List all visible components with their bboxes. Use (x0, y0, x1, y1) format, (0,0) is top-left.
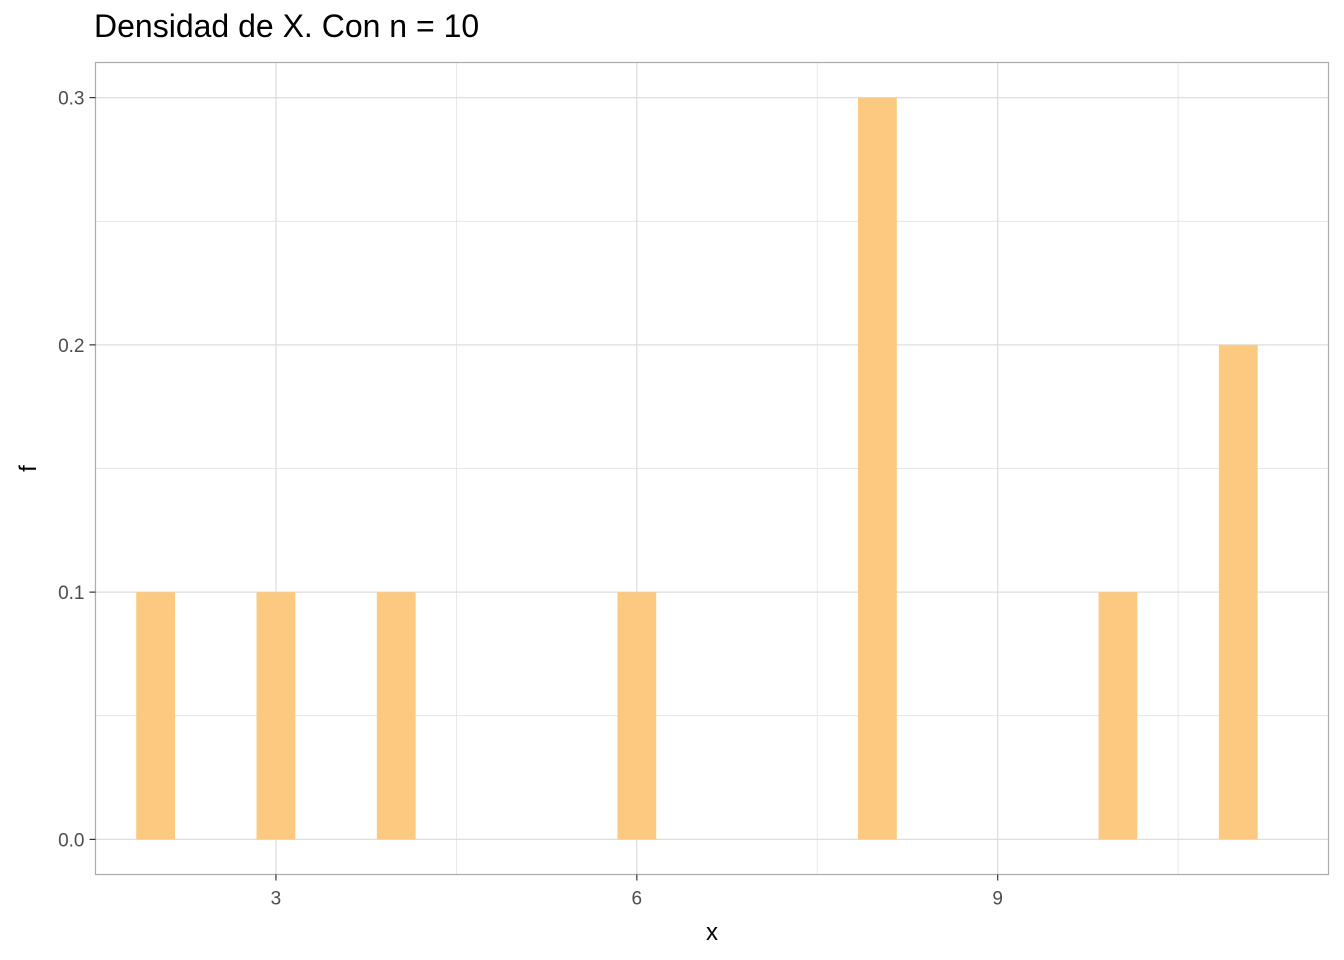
bar (136, 592, 176, 840)
y-tick-label: 0.2 (58, 336, 84, 357)
y-axis-title: f (15, 465, 42, 472)
y-tick-label: 0.1 (58, 583, 84, 604)
bar (617, 592, 657, 840)
x-tick-label: 9 (992, 889, 1003, 910)
chart-title: Densidad de X. Con n = 10 (94, 8, 480, 44)
x-axis-title: x (706, 919, 718, 946)
bar (376, 592, 416, 840)
panel-border (94, 61, 1330, 876)
bar (1098, 592, 1138, 840)
x-tick-label: 6 (632, 889, 643, 910)
bar (256, 592, 296, 840)
bar (1218, 344, 1258, 840)
bars-layer (136, 97, 1258, 840)
y-tick-label: 0.3 (58, 89, 84, 110)
y-tick-label: 0.0 (58, 830, 84, 851)
ticks-layer: 3 6 9 0.0 0.1 0.2 0.3 (58, 89, 1003, 910)
bar (858, 97, 897, 840)
x-tick-label: 3 (271, 889, 282, 910)
